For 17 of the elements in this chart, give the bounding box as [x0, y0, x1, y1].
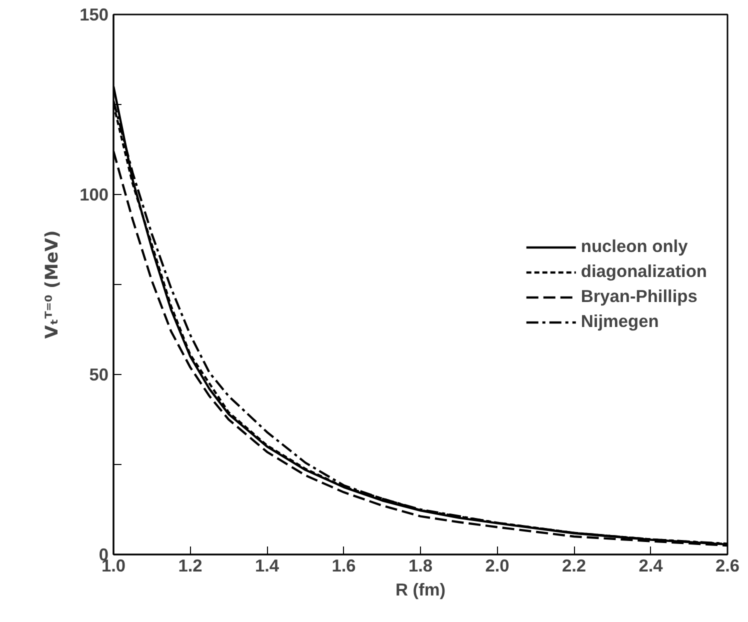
y-tick-label: 100 [80, 184, 109, 204]
y-tick-label: 150 [80, 4, 109, 24]
x-tick-label: 2.4 [638, 556, 664, 576]
legend-label: nucleon only [580, 236, 688, 257]
x-tick-label: 2.0 [485, 556, 510, 576]
x-tick-label: 1.8 [408, 556, 433, 576]
x-axis-title: R (fm) [395, 580, 446, 600]
y-axis-title: Vₜᵀ⁼⁰ (MeV) [42, 230, 63, 339]
y-tick-label: 50 [89, 364, 109, 384]
legend-label: Bryan-Phillips [580, 286, 698, 307]
legend-label: diagonalization [580, 261, 707, 282]
x-tick-label: 1.2 [178, 556, 202, 576]
x-tick-label: 1.6 [332, 556, 356, 576]
x-tick-label: 2.6 [715, 556, 740, 576]
legend-label: Nijmegen [580, 311, 659, 332]
x-tick-label: 1.4 [254, 556, 280, 576]
x-tick-label: 2.2 [562, 556, 586, 576]
